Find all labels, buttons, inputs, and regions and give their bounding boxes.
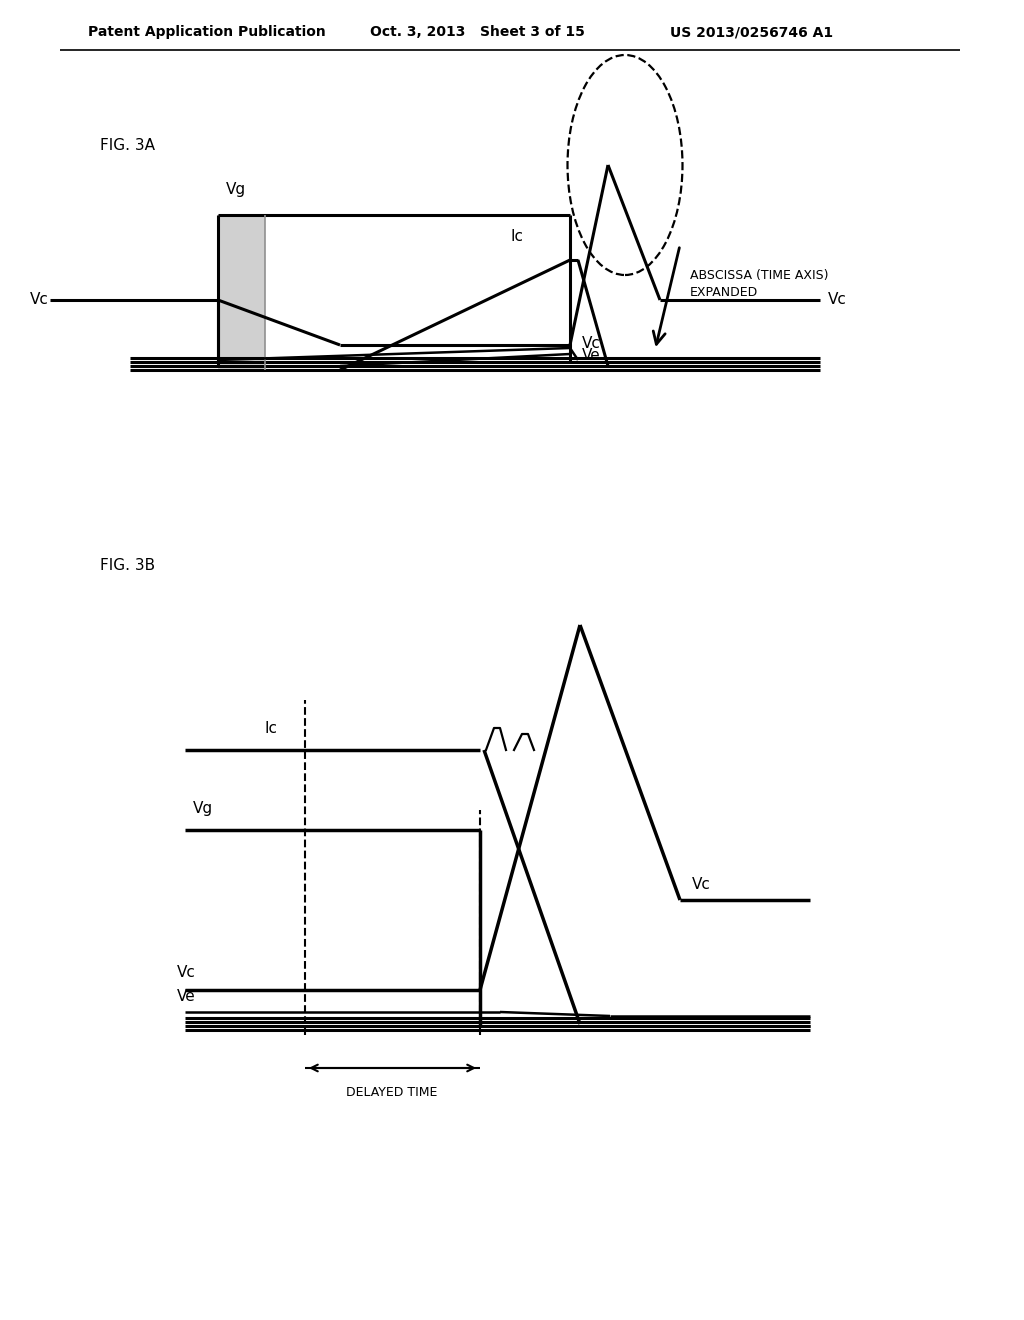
Text: Vg: Vg	[226, 182, 246, 197]
Text: FIG. 3B: FIG. 3B	[100, 557, 155, 573]
Text: Vc: Vc	[692, 876, 711, 892]
Text: Patent Application Publication: Patent Application Publication	[88, 25, 326, 40]
Text: DELAYED TIME: DELAYED TIME	[346, 1086, 437, 1100]
Text: Vc: Vc	[828, 293, 847, 308]
Text: Ve: Ve	[582, 348, 601, 363]
Text: Oct. 3, 2013   Sheet 3 of 15: Oct. 3, 2013 Sheet 3 of 15	[370, 25, 585, 40]
Text: Vg: Vg	[193, 801, 213, 816]
Text: EXPANDED: EXPANDED	[690, 286, 758, 300]
Text: Ic: Ic	[265, 721, 278, 737]
Text: Vc: Vc	[582, 335, 601, 351]
Text: Vc: Vc	[30, 293, 49, 308]
Text: Ve: Ve	[177, 989, 196, 1005]
Text: Ic: Ic	[510, 228, 523, 244]
Bar	[218, 215, 265, 370]
Text: ABSCISSA (TIME AXIS): ABSCISSA (TIME AXIS)	[690, 268, 828, 281]
Text: FIG. 3A: FIG. 3A	[100, 137, 155, 153]
Text: US 2013/0256746 A1: US 2013/0256746 A1	[670, 25, 834, 40]
Text: Vc: Vc	[177, 965, 196, 979]
